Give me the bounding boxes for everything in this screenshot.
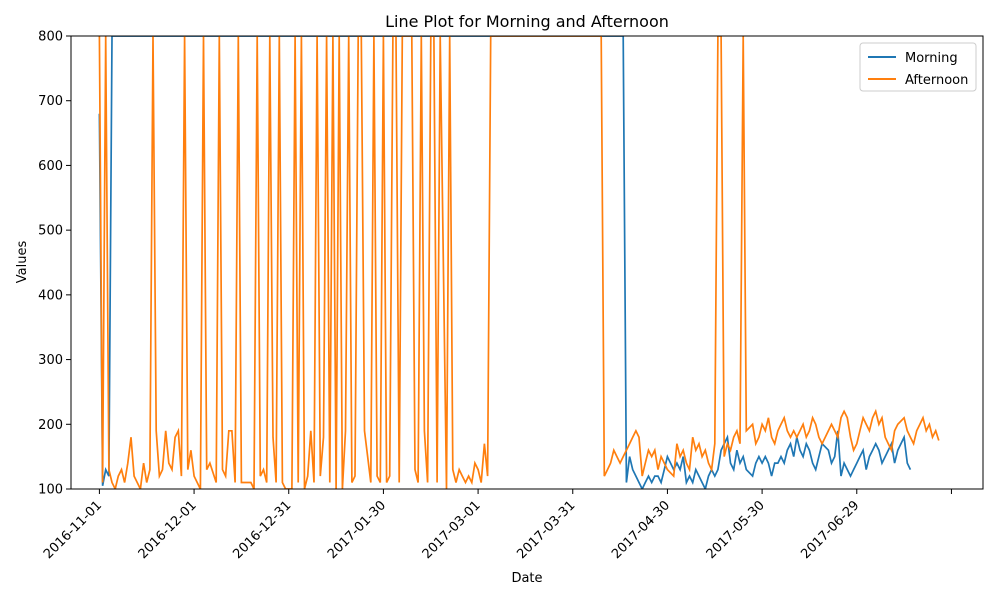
y-tick-label: 400 <box>38 288 63 303</box>
x-tick-label: 2016-12-31 <box>230 498 294 562</box>
y-axis: 100 200 300 400 500 600 700 800 <box>38 30 71 498</box>
series-line-morning <box>98 36 912 489</box>
legend-label-afternoon: Afternoon <box>905 73 968 88</box>
y-axis-title: Values <box>15 241 30 284</box>
x-axis-title: Date <box>511 571 542 586</box>
x-tick-label: 2017-01-30 <box>325 498 389 562</box>
x-tick-label: 2016-12-01 <box>136 498 200 562</box>
x-tick-label: 2016-11-01 <box>41 498 105 562</box>
x-tick-label: 2017-04-30 <box>609 498 673 562</box>
y-tick-label: 300 <box>38 353 63 368</box>
y-tick-label: 100 <box>38 483 63 498</box>
plot-frame <box>70 35 984 490</box>
y-tick-label: 500 <box>38 224 63 239</box>
y-tick-label: 600 <box>38 159 63 174</box>
series-line-afternoon <box>98 36 940 489</box>
chart-title: Line Plot for Morning and Afternoon <box>385 12 669 31</box>
x-tick-label: 2017-03-31 <box>514 498 578 562</box>
x-tick-label: 2017-05-30 <box>704 498 768 562</box>
y-tick-label: 200 <box>38 418 63 433</box>
y-tick-label: 800 <box>38 30 63 45</box>
y-tick-label: 700 <box>38 94 63 109</box>
legend-label-morning: Morning <box>905 51 958 66</box>
x-tick-label: 2017-03-01 <box>420 498 484 562</box>
plot-area <box>70 35 984 490</box>
legend: Morning Afternoon <box>859 42 977 92</box>
x-tick-label: 2017-06-29 <box>798 498 862 562</box>
x-axis: 2016-11-01 2016-12-01 2016-12-31 2017-01-30… <box>41 489 952 562</box>
